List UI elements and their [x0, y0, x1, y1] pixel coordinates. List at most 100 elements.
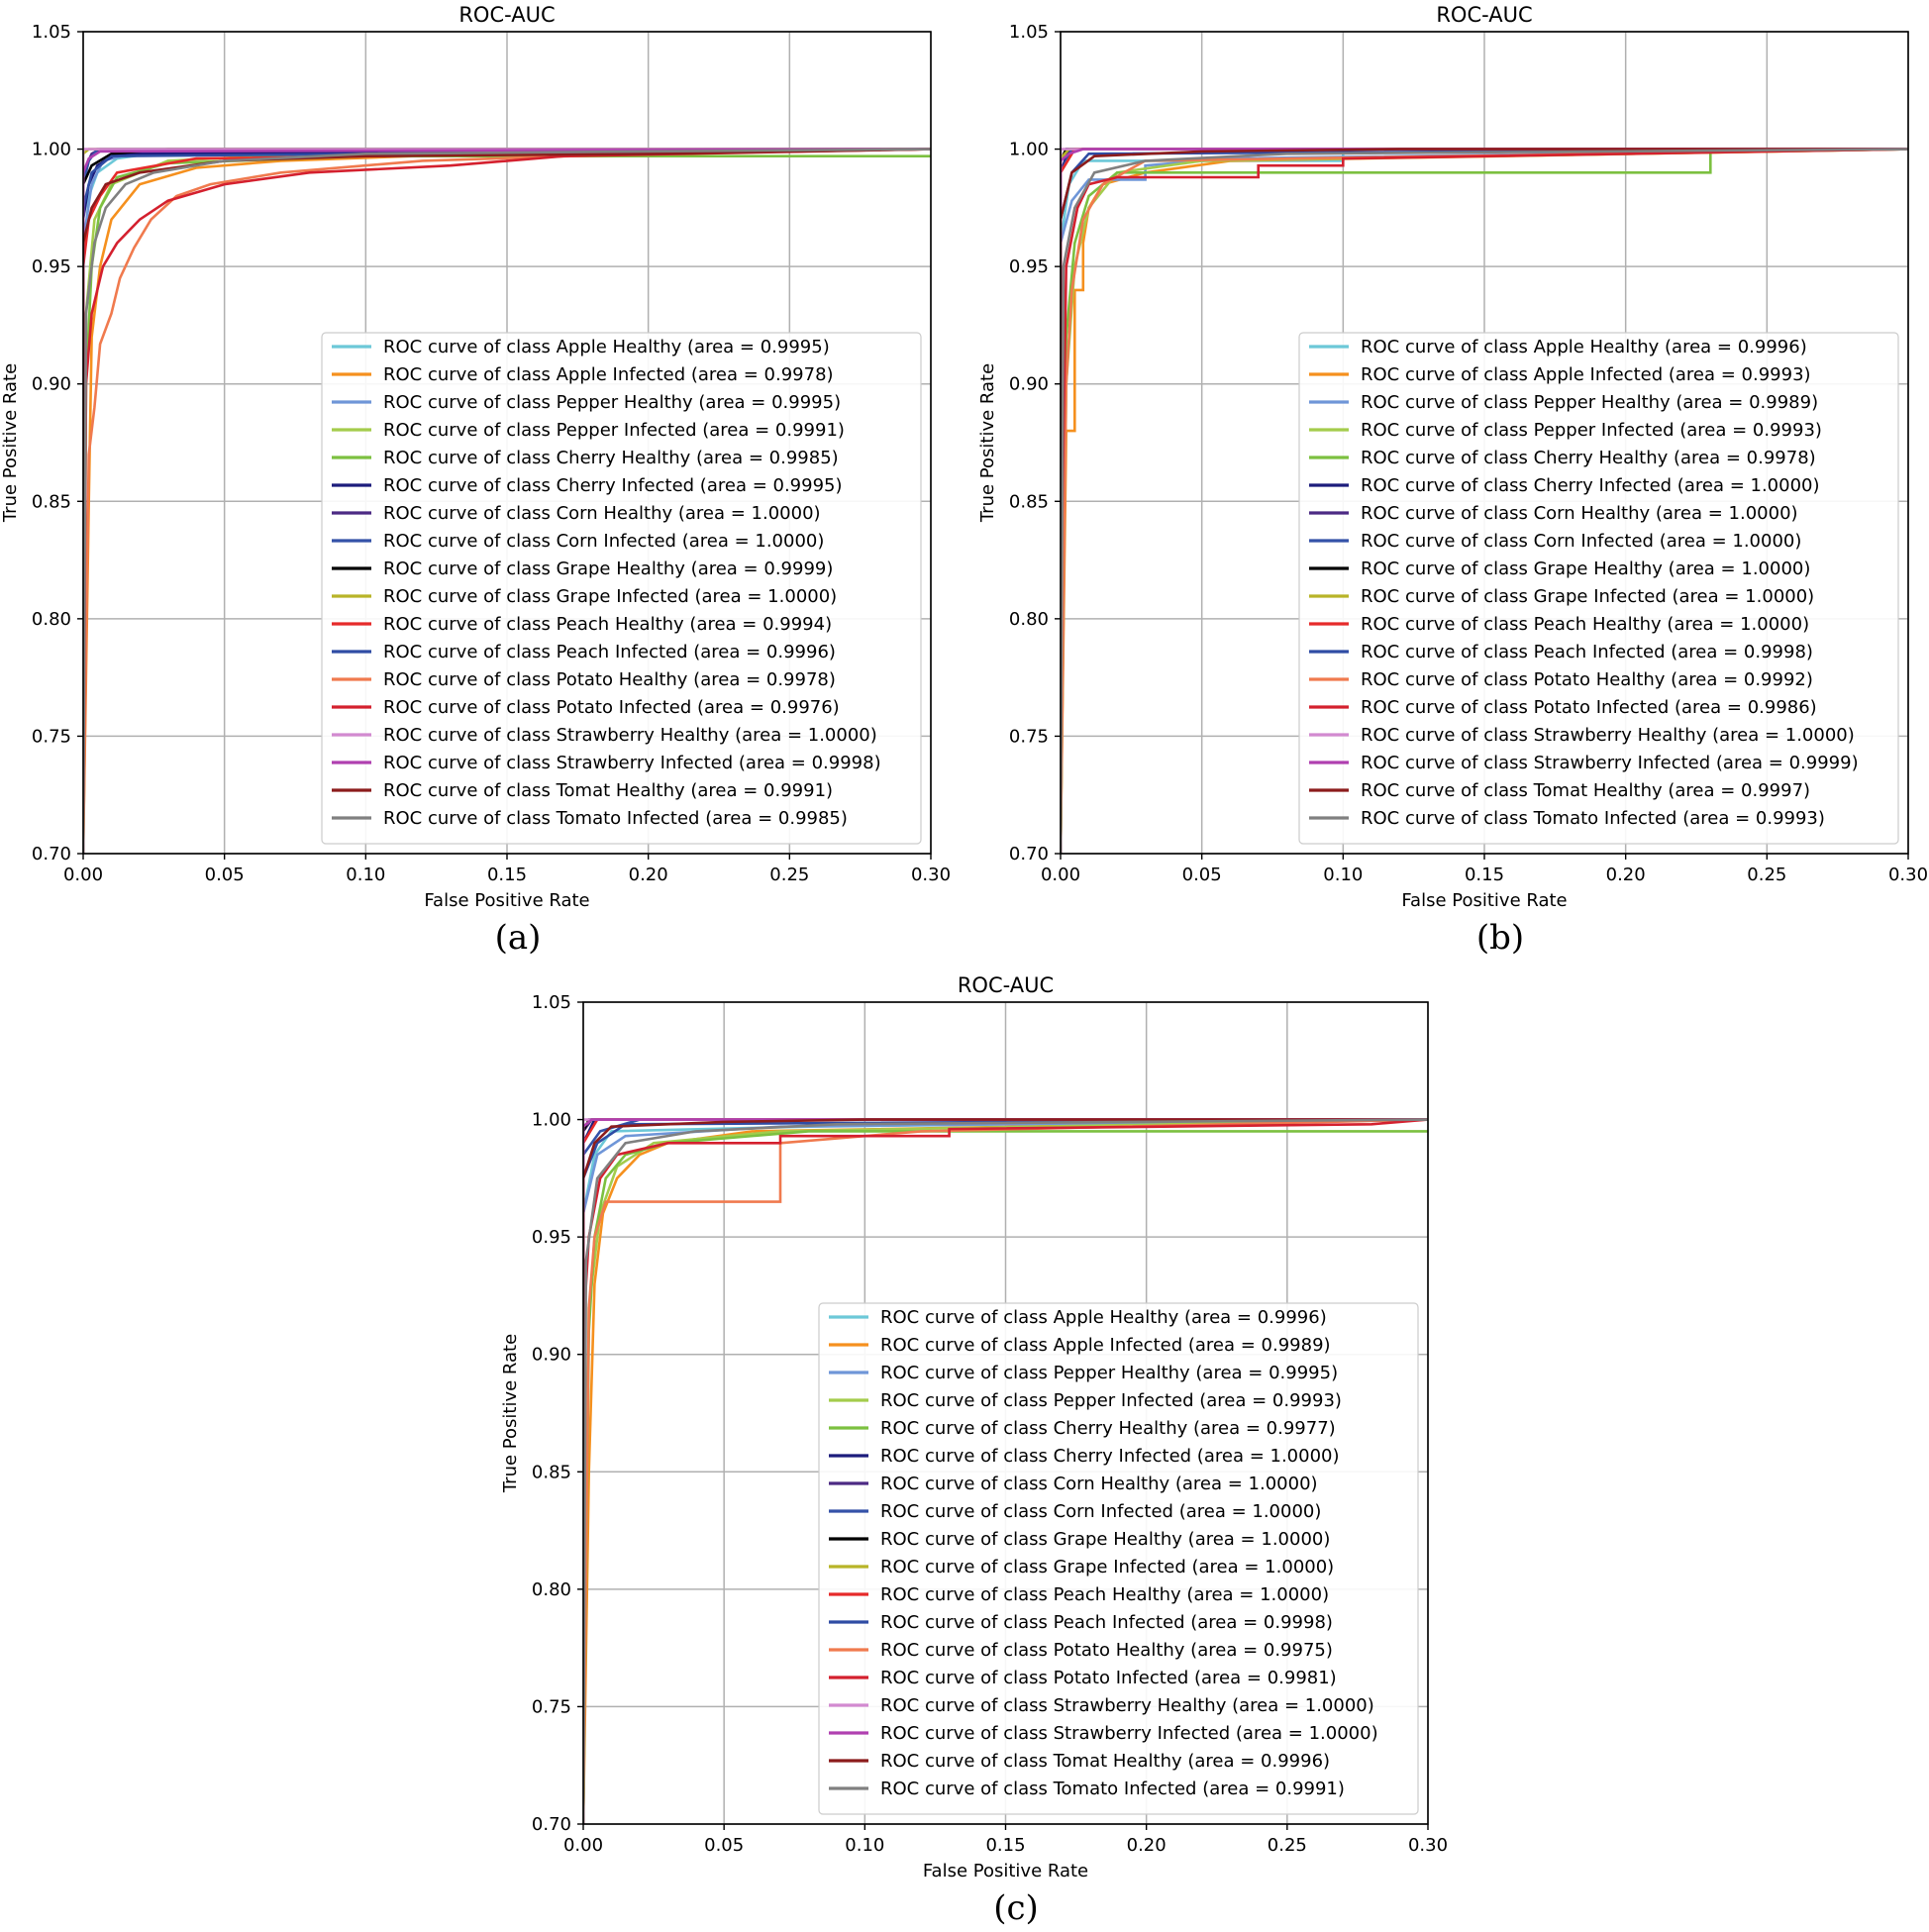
- legend-entry: ROC curve of class Tomato Infected (area…: [880, 1779, 1345, 1799]
- roc-curve-potato-healthy: [583, 1118, 1428, 1824]
- legend-entry: ROC curve of class Strawberry Healthy (a…: [383, 725, 877, 746]
- roc-curve-strawberry-infected: [83, 148, 931, 854]
- legend-entry: ROC curve of class Cherry Healthy (area …: [383, 448, 839, 468]
- legend-entry: ROC curve of class Apple Healthy (area =…: [880, 1307, 1327, 1328]
- legend-entry: ROC curve of class Cherry Healthy (area …: [880, 1418, 1336, 1439]
- y-tick-label: 1.00: [1009, 140, 1049, 160]
- roc-curve-cherry-infected: [83, 148, 931, 854]
- x-tick-label: 0.30: [911, 864, 951, 885]
- roc-curve-tomato-infected: [583, 1118, 1428, 1824]
- legend-entry: ROC curve of class Cherry Infected (area…: [383, 475, 843, 496]
- legend-entry: ROC curve of class Peach Infected (area …: [1361, 642, 1813, 662]
- x-tick-label: 0.30: [1408, 1835, 1448, 1856]
- y-tick-label: 0.70: [1009, 844, 1049, 864]
- roc-curve-potato-healthy: [83, 148, 931, 854]
- y-tick-label: 0.90: [32, 374, 71, 395]
- legend-entry: ROC curve of class Strawberry Infected (…: [1361, 753, 1859, 773]
- x-tick-label: 0.00: [1041, 864, 1080, 885]
- y-axis-label: True Positive Rate: [977, 363, 998, 523]
- y-tick-label: 0.85: [1009, 491, 1049, 512]
- legend-entry: ROC curve of class Grape Infected (area …: [383, 586, 837, 607]
- x-tick-label: 0.05: [1182, 864, 1222, 885]
- y-tick-label: 1.05: [32, 22, 71, 43]
- legend-entry: ROC curve of class Peach Healthy (area =…: [1361, 614, 1809, 635]
- x-tick-label: 0.25: [1268, 1835, 1307, 1856]
- legend-entry: ROC curve of class Pepper Infected (area…: [880, 1390, 1342, 1411]
- panel-caption: (b): [1476, 918, 1524, 958]
- legend-entry: ROC curve of class Strawberry Healthy (a…: [1361, 725, 1855, 746]
- roc-curve-tomato-infected: [1061, 148, 1908, 854]
- roc-curve-tomat-healthy: [83, 148, 931, 854]
- y-tick-label: 0.80: [32, 609, 71, 630]
- legend-entry: ROC curve of class Corn Infected (area =…: [1361, 531, 1801, 552]
- roc-curve-pepper-healthy: [583, 1118, 1428, 1824]
- legend-entry: ROC curve of class Potato Healthy (area …: [1361, 669, 1813, 690]
- legend-entry: ROC curve of class Cherry Infected (area…: [880, 1446, 1340, 1467]
- legend-entry: ROC curve of class Corn Healthy (area = …: [383, 503, 821, 524]
- legend-entry: ROC curve of class Strawberry Infected (…: [383, 753, 881, 773]
- x-tick-label: 0.15: [1465, 864, 1504, 885]
- legend-entry: ROC curve of class Pepper Healthy (area …: [1361, 392, 1818, 413]
- roc-curve-tomato-infected: [83, 148, 931, 854]
- roc-panel-b: 0.00 0.05 0.10 0.15 0.20 0.25 0.30 0.70 0.75 0.80…: [977, 3, 1928, 958]
- y-tick-label: 1.00: [532, 1110, 571, 1131]
- legend-entry: ROC curve of class Apple Infected (area …: [383, 364, 834, 385]
- legend: ROC curve of class Apple Healthy (area =…: [1298, 332, 1899, 845]
- y-axis-label: True Positive Rate: [0, 363, 21, 523]
- roc-curves: [83, 148, 931, 854]
- legend-entry: ROC curve of class Grape Infected (area …: [880, 1557, 1334, 1577]
- roc-curve-tomat-healthy: [583, 1118, 1428, 1824]
- y-tick-label: 0.90: [1009, 374, 1049, 395]
- x-tick-label: 0.10: [1323, 864, 1363, 885]
- x-tick-label: 0.00: [563, 1835, 603, 1856]
- y-tick-label: 0.75: [32, 726, 71, 747]
- legend-entry: ROC curve of class Cherry Infected (area…: [1361, 475, 1820, 496]
- y-tick-label: 0.95: [1009, 256, 1049, 277]
- x-axis-label: False Positive Rate: [923, 1861, 1088, 1881]
- y-tick-label: 1.00: [32, 140, 71, 160]
- roc-panel-a: 0.00 0.05 0.10 0.15 0.20 0.25 0.30 0.70 0.75 0.80…: [0, 3, 951, 958]
- legend-entry: ROC curve of class Peach Infected (area …: [880, 1612, 1333, 1633]
- legend-entry: ROC curve of class Peach Healthy (area =…: [383, 614, 832, 635]
- legend-entry: ROC curve of class Corn Infected (area =…: [383, 531, 824, 552]
- legend-entry: ROC curve of class Pepper Infected (area…: [1361, 420, 1822, 441]
- x-axis-label: False Positive Rate: [424, 890, 589, 911]
- y-axis-label: True Positive Rate: [500, 1334, 521, 1493]
- legend-entry: ROC curve of class Pepper Infected (area…: [383, 420, 845, 441]
- roc-curve-tomat-healthy: [1061, 148, 1908, 854]
- legend-entry: ROC curve of class Pepper Healthy (area …: [880, 1363, 1338, 1383]
- x-tick-label: 0.10: [346, 864, 385, 885]
- legend-entry: ROC curve of class Potato Infected (area…: [383, 697, 840, 718]
- chart-title: ROC-AUC: [1436, 3, 1532, 27]
- legend-entry: ROC curve of class Potato Infected (area…: [880, 1668, 1337, 1688]
- y-tick-label: 0.80: [532, 1579, 571, 1600]
- legend-entry: ROC curve of class Potato Infected (area…: [1361, 697, 1817, 718]
- y-tick-label: 0.70: [532, 1814, 571, 1835]
- legend-entry: ROC curve of class Strawberry Healthy (a…: [880, 1695, 1374, 1716]
- legend-entry: ROC curve of class Apple Infected (area …: [1361, 364, 1811, 385]
- legend-entry: ROC curve of class Tomat Healthy (area =…: [880, 1751, 1330, 1772]
- legend-entry: ROC curve of class Tomat Healthy (area =…: [383, 780, 833, 801]
- roc-curve-apple-infected: [583, 1118, 1428, 1824]
- y-tick-label: 0.90: [532, 1345, 571, 1366]
- roc-curves: [1061, 148, 1908, 854]
- x-tick-label: 0.20: [629, 864, 668, 885]
- y-tick-label: 0.70: [32, 844, 71, 864]
- legend-entry: ROC curve of class Apple Healthy (area =…: [1361, 337, 1807, 357]
- x-tick-label: 0.10: [845, 1835, 884, 1856]
- y-tick-label: 0.95: [532, 1227, 571, 1248]
- legend: ROC curve of class Apple Healthy (area =…: [321, 332, 922, 845]
- legend-entry: ROC curve of class Cherry Healthy (area …: [1361, 448, 1816, 468]
- legend-entry: ROC curve of class Grape Healthy (area =…: [880, 1529, 1330, 1550]
- roc-panel-c: 0.00 0.05 0.10 0.15 0.20 0.25 0.30 0.70 0.75 0.80…: [500, 973, 1448, 1928]
- x-axis-label: False Positive Rate: [1401, 890, 1567, 911]
- legend-entry: ROC curve of class Tomato Infected (area…: [383, 808, 848, 829]
- legend-box: [818, 1302, 1419, 1815]
- x-tick-label: 0.05: [704, 1835, 744, 1856]
- legend-entry: ROC curve of class Grape Healthy (area =…: [383, 559, 833, 579]
- legend-entry: ROC curve of class Corn Healthy (area = …: [1361, 503, 1798, 524]
- roc-curve-apple-infected: [1061, 148, 1908, 854]
- y-tick-label: 0.95: [32, 256, 71, 277]
- x-tick-label: 0.25: [1747, 864, 1786, 885]
